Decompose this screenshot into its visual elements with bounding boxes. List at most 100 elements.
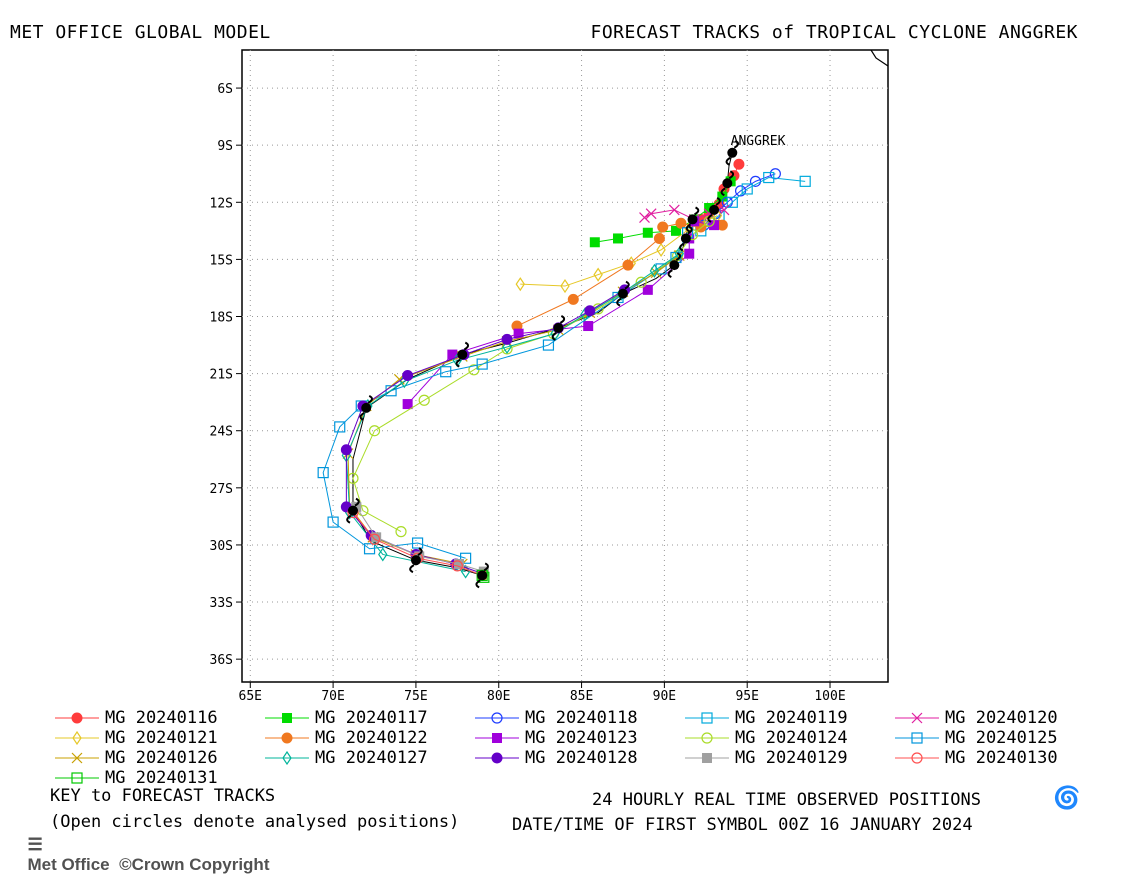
lat-tick-label: 36S — [210, 653, 233, 668]
coastline — [870, 49, 889, 67]
forecast-position-marker — [645, 208, 657, 220]
forecast-track-line — [345, 289, 625, 574]
observed-position-symbol-arm — [455, 341, 470, 368]
observed-position-symbol-arm — [346, 497, 360, 524]
storm-name-label: ANGGREK — [731, 134, 786, 149]
lon-tick-label: 100E — [814, 689, 845, 704]
forecast-position-marker — [741, 183, 753, 195]
forecast-position-marker — [453, 558, 464, 569]
legend-item: MG 20240125 — [895, 728, 1058, 748]
observed-position-symbol — [709, 204, 720, 215]
forecast-position-marker — [371, 532, 382, 543]
forecast-position-marker — [351, 501, 362, 512]
lat-tick-label: 21S — [210, 368, 233, 383]
forecast-track-line — [352, 220, 710, 533]
observed-position-symbol — [361, 402, 372, 413]
legend-item: MG 20240131 — [55, 768, 218, 788]
forecast-position-marker — [593, 267, 603, 282]
forecast-position-marker — [440, 366, 452, 378]
legend-label: MG 20240116 — [105, 708, 218, 728]
legend-label: MG 20240125 — [945, 728, 1058, 748]
lon-tick-label: 80E — [487, 689, 510, 704]
forecast-position-marker — [542, 339, 555, 351]
legend-item: MG 20240122 — [265, 728, 428, 748]
legend-item: MG 20240117 — [265, 708, 428, 728]
observed-position-symbol — [722, 178, 733, 189]
legend-item: MG 20240126 — [55, 748, 218, 768]
forecast-position-marker — [447, 349, 458, 360]
forecast-position-marker — [460, 552, 472, 564]
lon-tick-label: 90E — [653, 689, 676, 704]
legend-item: MG 20240130 — [895, 748, 1058, 768]
lon-tick-label: 85E — [570, 689, 593, 704]
legend-marker-icon — [685, 712, 729, 724]
observed-position-symbol — [669, 260, 680, 271]
observed-position-symbol — [687, 214, 698, 225]
forecast-position-marker — [402, 370, 414, 382]
forecast-position-marker — [749, 175, 762, 187]
forecast-position-marker — [670, 225, 681, 236]
forecast-position-marker — [327, 516, 339, 528]
legend-item: MG 20240128 — [475, 748, 638, 768]
legend-label: MG 20240122 — [315, 728, 428, 748]
observed-position-symbol — [553, 322, 564, 333]
forecast-position-marker — [368, 425, 381, 437]
forecast-position-marker — [653, 232, 665, 244]
forecast-position-marker — [583, 321, 594, 332]
legend-label: MG 20240123 — [525, 728, 638, 748]
legend-label: MG 20240128 — [525, 748, 638, 768]
forecast-position-marker — [655, 263, 667, 275]
legend-label: MG 20240127 — [315, 748, 428, 768]
forecast-position-marker — [635, 276, 647, 288]
forecast-position-marker — [613, 233, 624, 244]
datetime-label: DATE/TIME OF FIRST SYMBOL 00Z 16 JANUARY… — [512, 815, 973, 835]
observed-position-symbol-arm — [720, 170, 735, 197]
observed-position-symbol — [457, 349, 468, 360]
lon-tick-label: 70E — [321, 689, 344, 704]
forecast-position-marker — [684, 248, 695, 259]
lat-tick-label: 12S — [210, 196, 233, 211]
legend-item: MG 20240121 — [55, 728, 218, 748]
legend-item: MG 20240124 — [685, 728, 848, 748]
legend-item: MG 20240116 — [55, 708, 218, 728]
observed-position-symbol — [617, 288, 628, 299]
observed-position-symbol-arm — [409, 547, 423, 574]
observed-position-symbol — [410, 555, 421, 566]
forecast-position-marker — [642, 227, 653, 238]
forecast-position-marker — [513, 328, 524, 339]
forecast-position-marker — [622, 259, 634, 271]
forecast-position-marker — [656, 242, 666, 257]
forecast-position-marker — [668, 204, 680, 216]
observed-position-symbol — [477, 570, 488, 581]
legend-label: MG 20240130 — [945, 748, 1058, 768]
legend-item: MG 20240120 — [895, 708, 1058, 728]
forecast-position-marker — [584, 305, 596, 317]
legend-item: MG 20240119 — [685, 708, 848, 728]
legend-label: MG 20240118 — [525, 708, 638, 728]
forecast-position-marker — [411, 537, 424, 549]
forecast-position-marker — [639, 212, 650, 223]
forecast-position-marker — [418, 394, 430, 406]
header-left-title: MET OFFICE GLOBAL MODEL — [10, 22, 271, 43]
legend-label: MG 20240119 — [735, 708, 848, 728]
observed-position-symbol-arm — [359, 394, 373, 421]
legend-label: MG 20240131 — [105, 768, 218, 788]
forecast-position-marker — [501, 333, 513, 345]
legend-marker-icon — [265, 751, 309, 765]
legend-item: MG 20240129 — [685, 748, 848, 768]
legend-marker-icon — [265, 713, 309, 723]
header-right-title: FORECAST TRACKS of TROPICAL CYCLONE ANGG… — [590, 22, 1078, 43]
legend-item: MG 20240118 — [475, 708, 638, 728]
legend-marker-icon — [475, 712, 519, 724]
lat-tick-label: 18S — [210, 311, 233, 326]
observed-position-symbol-arm — [667, 252, 682, 279]
forecast-position-marker — [726, 196, 738, 208]
legend-marker-icon — [685, 732, 729, 744]
lat-tick-label: 6S — [217, 82, 233, 97]
forecast-position-marker — [340, 444, 352, 456]
legend-marker-icon — [685, 753, 729, 763]
forecast-position-marker — [451, 560, 463, 572]
track-map: 65E 70E 75E 80E 85E 90E 95E 100E 6S 9S 12S 15S 18S 21… — [210, 49, 889, 704]
forecast-position-marker — [675, 217, 687, 229]
legend-marker-icon — [475, 752, 519, 764]
